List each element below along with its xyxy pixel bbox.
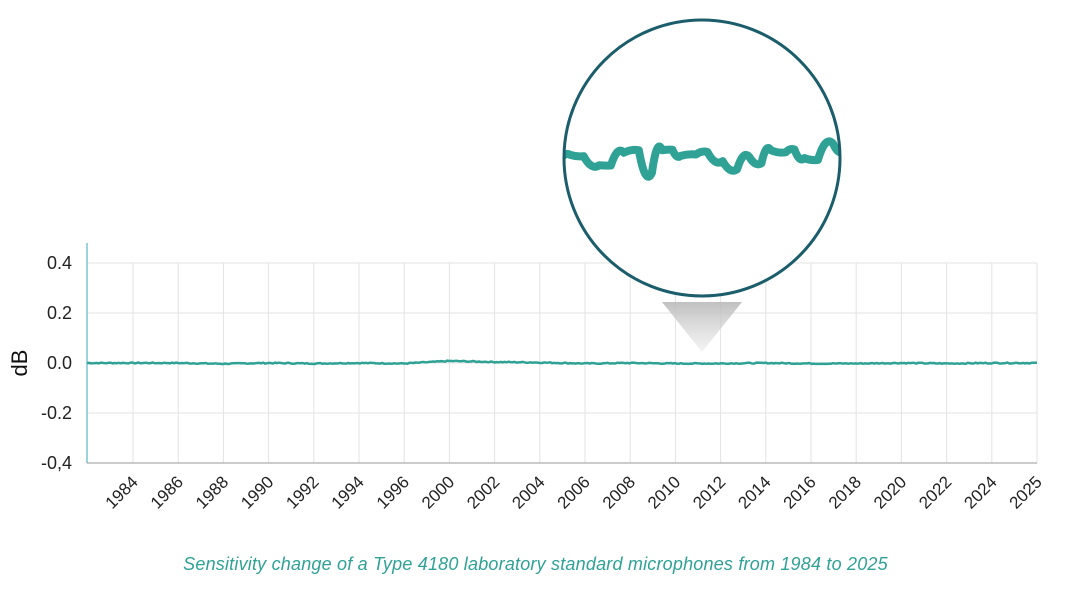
axes: [86, 243, 1037, 464]
x-tick-label: 2016: [780, 472, 820, 512]
chart-caption: Sensitivity change of a Type 4180 labora…: [183, 554, 888, 574]
x-tick-label: 2022: [915, 472, 955, 512]
x-tick-label: 1996: [373, 472, 413, 512]
y-tick-labels: 0.4 0.2 0.0 -0.2 -0,4: [41, 253, 72, 473]
y-tick-label: 0.4: [47, 253, 72, 273]
x-tick-label: 2002: [463, 472, 503, 512]
x-tick-label: 1990: [237, 472, 277, 512]
x-tick-label: 2006: [554, 472, 594, 512]
x-tick-label: 2010: [644, 472, 684, 512]
x-tick-label: 2020: [870, 472, 910, 512]
y-tick-label: -0.2: [41, 403, 72, 423]
magnifier-ring: [562, 18, 842, 298]
x-tick-label: 1986: [147, 472, 187, 512]
x-tick-labels: 1984 1986 1988 1990 1992 1994 1996 2000 2002 2004…: [102, 472, 1046, 512]
x-tick-label: 2008: [599, 472, 639, 512]
y-tick-label: 0.0: [47, 353, 72, 373]
magnifier-inset: [562, 18, 842, 298]
x-tick-label: 2000: [418, 472, 458, 512]
y-tick-label: -0,4: [41, 453, 72, 473]
series-line: [86, 359, 1038, 366]
series-layer: [86, 359, 1038, 366]
x-tick-label: 1994: [328, 472, 368, 512]
x-tick-label: 2025: [1006, 472, 1046, 512]
x-tick-label: 1984: [102, 472, 142, 512]
x-tick-label: 1988: [192, 472, 232, 512]
x-tick-label: 2004: [508, 472, 548, 512]
x-tick-label: 2024: [960, 472, 1000, 512]
x-tick-label: 2012: [689, 472, 729, 512]
y-axis-label: dB: [7, 350, 32, 377]
magnified-line: [565, 137, 839, 181]
y-tick-label: 0.2: [47, 303, 72, 323]
x-tick-label: 2014: [734, 472, 774, 512]
x-tick-label: 2018: [825, 472, 865, 512]
magnifier-pointer: [662, 302, 742, 352]
x-tick-label: 1992: [282, 472, 322, 512]
